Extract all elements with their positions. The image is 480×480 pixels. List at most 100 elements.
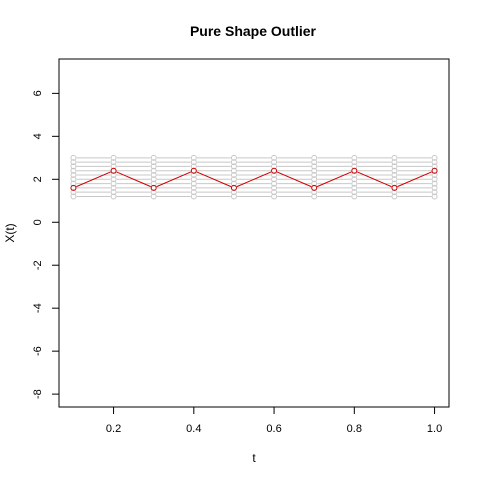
data-point xyxy=(391,154,398,161)
y-tick-label: 4 xyxy=(32,133,44,139)
data-point xyxy=(271,176,278,183)
outlier-point xyxy=(150,184,157,191)
data-point xyxy=(70,180,77,187)
data-point xyxy=(431,159,438,166)
background-series xyxy=(70,189,438,196)
data-point xyxy=(150,159,157,166)
plot-frame xyxy=(58,58,450,408)
data-point xyxy=(110,193,117,200)
data-point xyxy=(190,172,197,178)
data-point xyxy=(70,167,77,174)
data-point xyxy=(271,189,278,196)
y-tick-label: 6 xyxy=(32,90,44,96)
data-point xyxy=(311,176,318,183)
y-axis-label: X(t) xyxy=(3,223,17,242)
data-point xyxy=(150,180,157,187)
data-point xyxy=(431,184,438,191)
outlier-point xyxy=(230,184,237,191)
outlier-point xyxy=(271,167,278,174)
data-point xyxy=(391,172,398,178)
data-point xyxy=(70,193,77,200)
series-segment xyxy=(357,171,392,188)
data-point xyxy=(230,176,237,183)
data-point xyxy=(311,154,318,161)
background-series xyxy=(70,167,438,174)
data-point xyxy=(431,176,438,183)
data-point xyxy=(190,159,197,166)
data-point xyxy=(351,189,358,196)
data-point xyxy=(70,163,77,170)
data-point xyxy=(230,154,237,161)
data-point xyxy=(190,189,197,196)
series-segment xyxy=(156,171,192,188)
x-tick-label: 0.8 xyxy=(347,423,362,435)
data-point xyxy=(70,154,77,161)
data-point xyxy=(351,180,358,187)
background-series xyxy=(70,154,438,161)
data-point xyxy=(271,184,278,191)
series-segment xyxy=(276,171,312,188)
x-tick-label: 0.2 xyxy=(106,423,121,435)
data-point xyxy=(230,189,237,196)
data-point xyxy=(311,189,318,196)
data-point xyxy=(70,189,77,196)
outlier-point xyxy=(311,184,318,191)
data-point xyxy=(230,193,237,200)
data-point xyxy=(431,189,438,196)
series-segment xyxy=(397,171,432,188)
data-point xyxy=(311,172,318,178)
data-point xyxy=(351,159,358,166)
series-segment xyxy=(316,171,352,188)
data-point xyxy=(190,176,197,183)
data-point xyxy=(431,193,438,200)
data-point xyxy=(150,172,157,178)
data-point xyxy=(150,154,157,161)
data-point xyxy=(70,176,77,183)
data-point xyxy=(431,172,438,178)
outlier-point xyxy=(431,167,438,174)
data-point xyxy=(230,180,237,187)
data-point xyxy=(110,184,117,191)
y-tick-label: 0 xyxy=(32,219,44,225)
data-point xyxy=(150,176,157,183)
data-point xyxy=(271,159,278,166)
y-tick-label: -4 xyxy=(32,303,44,313)
background-series xyxy=(70,159,438,166)
data-point xyxy=(150,189,157,196)
data-point xyxy=(230,167,237,174)
background-series xyxy=(70,163,438,170)
data-point xyxy=(391,189,398,196)
chart-title: Pure Shape Outlier xyxy=(190,23,317,39)
series-segment xyxy=(116,171,151,188)
data-point xyxy=(110,163,117,170)
series-segment xyxy=(236,171,272,188)
x-axis-label: t xyxy=(252,451,256,465)
data-point xyxy=(351,172,358,178)
data-point xyxy=(431,163,438,170)
data-point xyxy=(271,180,278,187)
y-tick-label: 2 xyxy=(32,176,44,182)
series-segment xyxy=(76,171,111,188)
data-point xyxy=(150,167,157,174)
data-point xyxy=(110,154,117,161)
data-point xyxy=(110,172,117,178)
x-tick-label: 0.6 xyxy=(266,423,281,435)
data-point xyxy=(271,163,278,170)
data-point xyxy=(190,180,197,187)
background-series xyxy=(70,180,438,187)
outlier-point xyxy=(391,184,398,191)
data-point xyxy=(271,154,278,161)
x-tick-label: 0.4 xyxy=(186,423,201,435)
y-axis: -8 -6 -4 -2 0 2 4 6 xyxy=(32,90,60,399)
data-point xyxy=(190,163,197,170)
data-point xyxy=(150,193,157,200)
data-point xyxy=(311,167,318,174)
outlier-point xyxy=(190,167,197,174)
y-tick-label: -2 xyxy=(32,260,44,270)
y-tick-label: -6 xyxy=(32,346,44,356)
background-series xyxy=(70,193,438,200)
data-point xyxy=(391,163,398,170)
data-point xyxy=(431,180,438,187)
data-point xyxy=(230,163,237,170)
